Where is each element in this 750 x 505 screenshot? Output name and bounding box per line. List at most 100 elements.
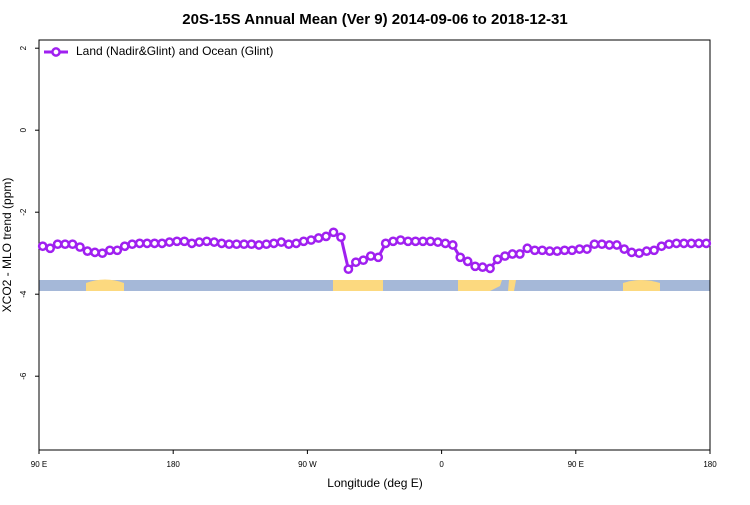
data-point	[82, 246, 93, 256]
data-point	[634, 248, 645, 259]
data-point	[455, 252, 466, 263]
y-tick-label: 0	[19, 127, 28, 132]
land-ocean-strip	[39, 279, 710, 291]
data-point	[447, 240, 458, 250]
data-point	[261, 239, 272, 250]
data-point	[500, 251, 510, 261]
data-point	[380, 238, 391, 249]
data-point	[313, 233, 324, 243]
data-point	[246, 239, 257, 250]
x-tick-label: 180	[167, 460, 181, 469]
data-point	[582, 244, 592, 254]
data-point	[410, 236, 421, 247]
data-point	[134, 238, 145, 249]
data-point	[701, 238, 712, 249]
data-point	[388, 236, 398, 247]
data-point	[216, 238, 227, 249]
data-point	[283, 239, 294, 250]
data-point	[254, 240, 264, 250]
data-point	[492, 254, 503, 265]
data-point	[462, 256, 473, 267]
data-point	[60, 239, 70, 250]
data-point	[403, 236, 413, 247]
data-point	[559, 245, 570, 256]
data-point	[597, 239, 607, 250]
data-point	[365, 251, 376, 261]
data-point	[589, 239, 600, 250]
data-point	[45, 243, 56, 254]
data-point	[485, 263, 495, 274]
data-point	[626, 247, 637, 258]
data-point	[231, 239, 242, 250]
data-point	[656, 241, 667, 252]
data-point	[298, 236, 309, 247]
data-point	[97, 248, 108, 259]
data-point	[693, 238, 704, 249]
data-point	[395, 235, 406, 245]
data-point	[529, 245, 540, 256]
data-point	[477, 262, 488, 272]
data-point	[619, 244, 630, 254]
data-point	[373, 252, 384, 263]
data-point	[127, 239, 138, 250]
data-point	[276, 237, 287, 247]
legend-label: Land (Nadir&Glint) and Ocean (Glint)	[76, 44, 273, 58]
data-point	[336, 232, 346, 243]
x-tick-label: 0	[439, 460, 444, 469]
y-axis-label: XCO2 - MLO trend (ppm)	[0, 178, 14, 313]
x-tick-label: 180	[703, 460, 717, 469]
data-point	[611, 240, 622, 250]
data-point	[351, 257, 361, 268]
data-point	[157, 238, 167, 249]
data-point	[172, 236, 182, 247]
data-point	[544, 246, 555, 256]
data-point	[104, 245, 115, 256]
data-point	[269, 238, 279, 249]
data-point	[522, 243, 533, 254]
data-point	[574, 244, 585, 254]
data-point	[209, 237, 220, 247]
data-point	[52, 239, 63, 250]
data-point	[67, 239, 78, 250]
land-strip	[458, 280, 502, 291]
data-point	[90, 247, 100, 258]
data-point	[664, 239, 674, 250]
data-point	[537, 245, 548, 256]
data-point	[679, 238, 689, 249]
data-point	[186, 238, 197, 249]
data-point	[164, 237, 175, 247]
land-strip	[333, 280, 383, 291]
data-point	[321, 231, 331, 242]
data-point	[641, 246, 652, 256]
data-point	[112, 245, 123, 256]
y-tick-label: -2	[19, 208, 28, 216]
data-point	[418, 236, 428, 247]
data-point	[328, 227, 339, 238]
data-point	[179, 236, 190, 247]
data-point	[194, 237, 205, 247]
data-point	[239, 239, 249, 250]
data-point	[440, 238, 451, 249]
data-point	[306, 235, 316, 245]
land-strip	[86, 279, 124, 291]
data-point	[224, 239, 234, 250]
data-point	[507, 249, 518, 259]
data-point	[425, 236, 436, 247]
data-point	[119, 241, 130, 252]
data-point	[201, 236, 212, 247]
data-point	[149, 238, 160, 249]
legend-marker	[51, 47, 61, 57]
data-point	[75, 242, 85, 252]
data-point	[37, 241, 48, 252]
y-tick-label: -4	[19, 290, 28, 298]
land-strip	[508, 280, 516, 291]
data-point	[567, 245, 577, 256]
data-point	[552, 246, 563, 256]
data-point	[604, 240, 615, 250]
y-tick-label: 2	[19, 45, 28, 50]
data-point	[291, 238, 302, 249]
x-tick-label: 90 E	[31, 460, 47, 469]
data-point	[142, 238, 152, 249]
data-point	[343, 264, 354, 275]
